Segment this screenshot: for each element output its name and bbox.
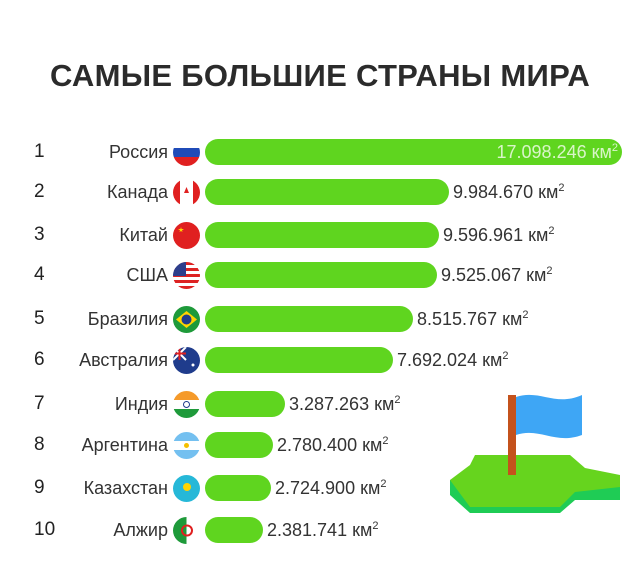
bar-row: 10 Алжир 2.381.741 км2 (0, 515, 640, 545)
bar-row: 9 Казахстан 2.724.900 км2 (0, 473, 640, 503)
unit-exponent: 2 (372, 520, 379, 532)
canada-flag-icon (173, 179, 200, 206)
unit-exponent: 2 (522, 309, 529, 321)
rank-label: 6 (34, 349, 45, 370)
chart-title: САМЫЕ БОЛЬШИЕ СТРАНЫ МИРА (49, 58, 591, 93)
flag-on-island-icon (450, 394, 620, 513)
unit-exponent: 2 (394, 394, 401, 406)
unit: км (538, 182, 559, 202)
rank-label: 1 (34, 141, 45, 162)
bar (205, 517, 263, 543)
unit: км (374, 394, 395, 414)
value-label: 2.780.400 км2 (277, 435, 388, 456)
unit-exponent: 2 (380, 478, 387, 490)
china-flag-icon (173, 222, 200, 249)
unit-exponent: 2 (546, 265, 553, 277)
rank-label: 4 (34, 264, 45, 285)
rank-label: 5 (34, 308, 45, 329)
unit: км (502, 309, 523, 329)
bar (205, 347, 393, 373)
unit: км (526, 265, 547, 285)
usa-flag-icon (173, 262, 200, 289)
bar-row: 6 Австралия 7.692.024 км2 (0, 345, 640, 375)
unit-exponent: 2 (558, 182, 565, 194)
bar-row: 7 Индия 3.287.263 км2 (0, 389, 640, 419)
argentina-flag-icon (173, 432, 200, 459)
bar (205, 262, 437, 288)
value-label: 9.984.670 км2 (453, 182, 564, 203)
value-number: 7.692.024 (397, 350, 478, 370)
unit: км (362, 435, 383, 455)
country-label: Алжир (113, 520, 168, 540)
unit-exponent: 2 (382, 435, 389, 447)
unit-exponent: 2 (502, 350, 509, 362)
bar-row: 3 Китай 9.596.961 км2 (0, 220, 640, 250)
value-number: 9.596.961 (443, 225, 524, 245)
india-flag-icon (173, 391, 200, 418)
country-label: США (126, 265, 168, 285)
bar (205, 391, 285, 417)
value-label: 9.596.961 км2 (443, 225, 554, 246)
rank-label: 7 (34, 393, 45, 414)
value-label: 2.381.741 км2 (267, 520, 378, 541)
country-label: Аргентина (81, 435, 168, 455)
country-label: Канада (107, 182, 168, 202)
unit: км (360, 478, 381, 498)
bar-row: 2 Канада 9.984.670 км2 (0, 177, 640, 207)
australia-flag-icon (173, 347, 200, 374)
value-number: 9.525.067 (441, 265, 522, 285)
country-label: Индия (114, 394, 168, 414)
value-number: 2.724.900 (275, 478, 356, 498)
unit: км (528, 225, 549, 245)
bar-row: 4 США 9.525.067 км2 (0, 260, 640, 290)
country-label: Казахстан (83, 478, 168, 498)
value-number: 9.984.670 (453, 182, 534, 202)
bar-row: 8 Аргентина 2.780.400 км2 (0, 430, 640, 460)
bar (205, 222, 439, 248)
unit: км (482, 350, 503, 370)
bar (205, 179, 449, 205)
unit: км (352, 520, 373, 540)
rank-label: 10 (34, 519, 56, 540)
bar (205, 432, 273, 458)
value-number: 2.780.400 (277, 435, 358, 455)
value-number: 8.515.767 (417, 309, 498, 329)
rank-label: 3 (34, 224, 45, 245)
brazil-flag-icon (173, 306, 200, 333)
unit-exponent: 2 (548, 225, 555, 237)
rank-label: 8 (34, 434, 45, 455)
value-number: 17.098.246 (496, 142, 587, 162)
rank-label: 2 (34, 181, 45, 202)
kazakhstan-flag-icon (173, 475, 200, 502)
value-label: 3.287.263 км2 (289, 394, 400, 415)
value-number: 3.287.263 (289, 394, 370, 414)
russia-flag-icon (173, 139, 200, 166)
country-label: Россия (108, 142, 168, 162)
bar (205, 475, 271, 501)
country-label: Бразилия (87, 309, 168, 329)
value-label: 7.692.024 км2 (397, 350, 508, 371)
bar-row: 1 Россия 17.098.246 км2 (0, 137, 640, 167)
rank-label: 9 (34, 477, 45, 498)
value-label: 2.724.900 км2 (275, 478, 386, 499)
unit: км (591, 142, 612, 162)
unit-exponent: 2 (611, 142, 618, 154)
bar (205, 306, 413, 332)
value-number: 2.381.741 (267, 520, 348, 540)
value-label: 8.515.767 км2 (417, 309, 528, 330)
bar (205, 139, 622, 165)
country-label: Австралия (79, 350, 168, 370)
bar-row: 5 Бразилия 8.515.767 км2 (0, 304, 640, 334)
country-label: Китай (119, 225, 168, 245)
value-label: 9.525.067 км2 (441, 265, 552, 286)
algeria-flag-icon (173, 517, 200, 544)
value-label: 17.098.246 км2 (497, 142, 618, 163)
